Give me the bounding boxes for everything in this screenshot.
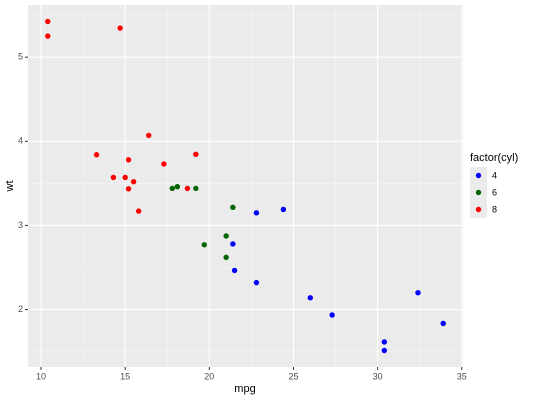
point xyxy=(230,241,236,247)
point xyxy=(440,320,446,327)
legend-label: 8 xyxy=(492,204,497,214)
point xyxy=(184,185,191,192)
point xyxy=(415,290,421,296)
point xyxy=(253,279,260,286)
point xyxy=(122,174,128,181)
y-tick-label: 2 xyxy=(18,304,23,314)
legend-title: factor(cyl) xyxy=(470,152,518,164)
point xyxy=(169,185,175,192)
point xyxy=(125,157,132,163)
legend-marker xyxy=(475,206,482,213)
point xyxy=(130,178,137,185)
point xyxy=(161,161,167,167)
y-tick-label: 5 xyxy=(18,52,23,62)
point xyxy=(381,347,388,354)
point xyxy=(230,204,236,211)
point xyxy=(45,18,51,25)
point xyxy=(223,254,229,261)
point xyxy=(307,295,313,301)
legend-marker xyxy=(475,189,482,196)
point xyxy=(381,339,388,345)
x-axis-title: mpg xyxy=(234,383,255,395)
legend-label: 6 xyxy=(492,187,497,197)
y-axis-title: wt xyxy=(4,181,16,193)
panel xyxy=(28,5,463,367)
point xyxy=(193,185,199,192)
point xyxy=(280,206,287,213)
point xyxy=(253,210,260,216)
y-tick-label: 3 xyxy=(18,220,23,230)
point xyxy=(174,184,181,190)
x-tick-label: 10 xyxy=(36,371,46,381)
point xyxy=(231,267,238,274)
x-tick-label: 30 xyxy=(373,371,383,381)
point xyxy=(125,186,132,192)
legend-label: 4 xyxy=(492,170,497,180)
point xyxy=(110,174,117,181)
y-tick-label: 4 xyxy=(18,136,23,146)
x-tick-label: 35 xyxy=(457,371,467,381)
x-tick-label: 25 xyxy=(288,371,298,381)
x-tick-label: 20 xyxy=(204,371,214,381)
point xyxy=(117,25,123,31)
point xyxy=(223,233,229,239)
x-tick-label: 15 xyxy=(120,371,130,381)
point xyxy=(93,152,100,158)
point xyxy=(146,132,152,139)
point xyxy=(45,33,51,39)
point xyxy=(135,208,142,214)
point xyxy=(201,242,207,248)
legend-marker xyxy=(475,172,482,179)
point xyxy=(193,151,199,158)
point xyxy=(329,312,335,318)
